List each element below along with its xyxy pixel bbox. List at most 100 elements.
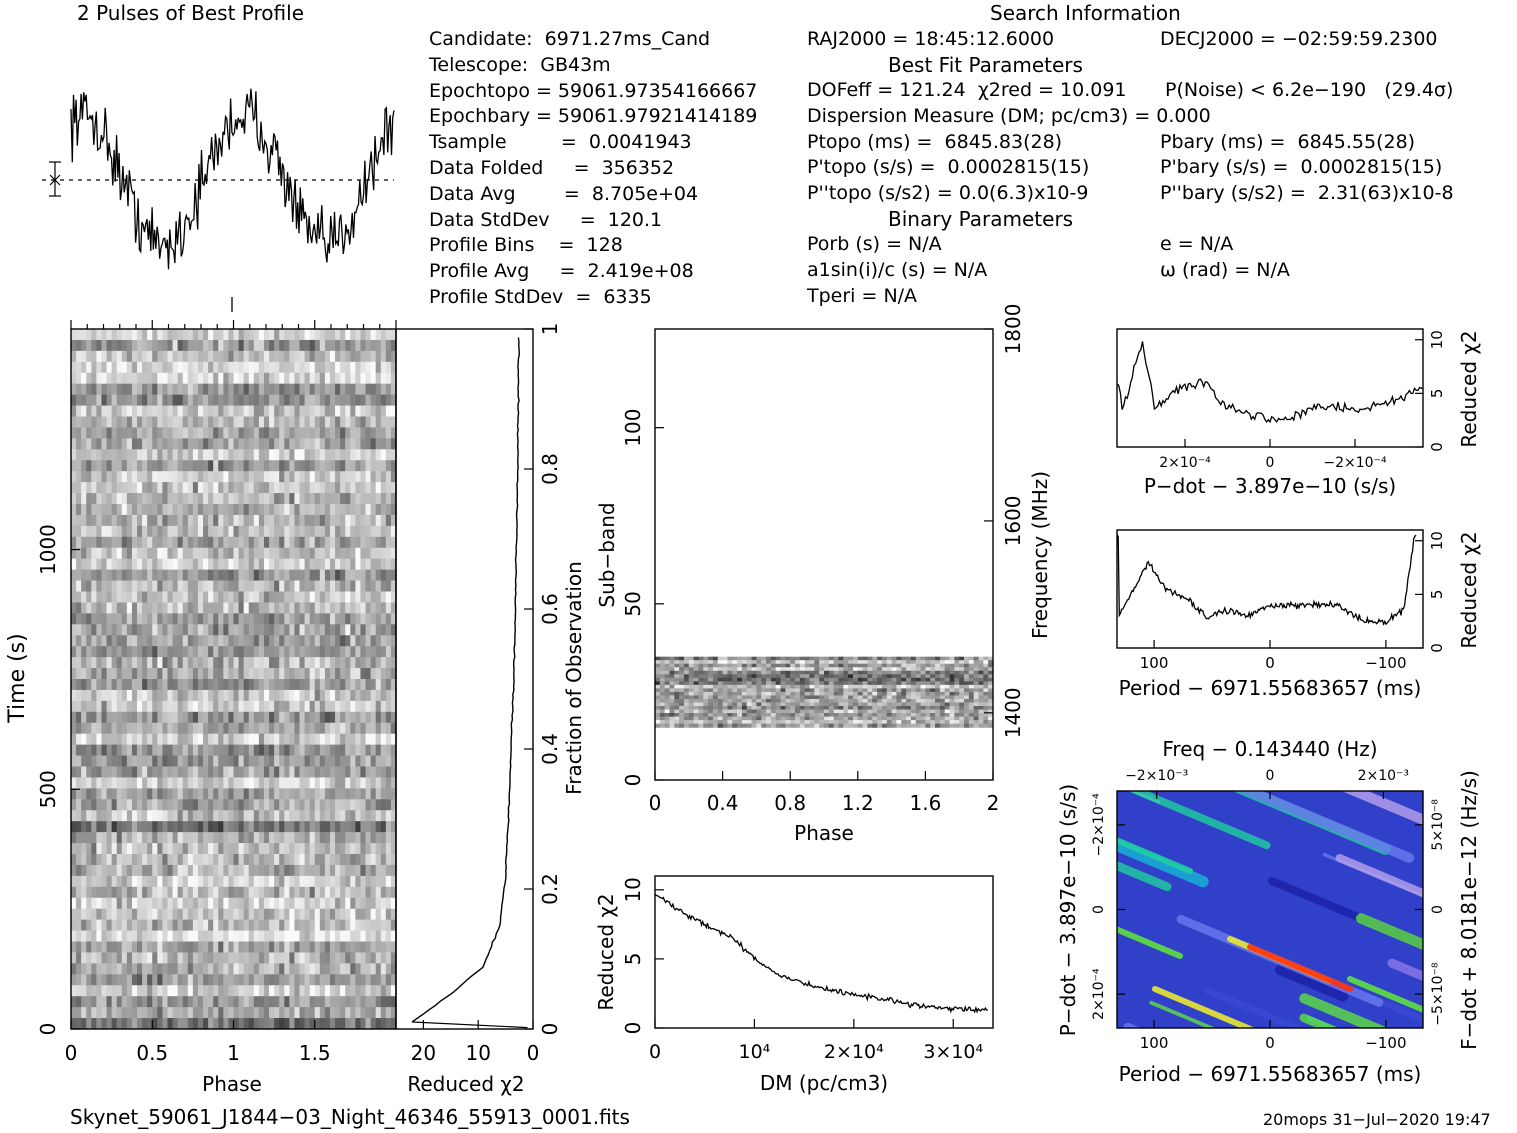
time-phase-cell: [152, 897, 158, 910]
time-phase-cell: [279, 580, 285, 593]
time-phase-cell: [355, 919, 362, 932]
time-phase-cell: [380, 733, 387, 746]
time-phase-cell: [294, 350, 301, 363]
time-phase-cell: [187, 908, 194, 921]
time-phase-cell: [258, 1007, 265, 1019]
time-phase-cell: [385, 777, 392, 789]
time-phase-cell: [375, 832, 382, 844]
time-phase-cell: [375, 930, 382, 943]
subband-cell: [944, 656, 951, 661]
time-phase-cell: [380, 908, 387, 921]
time-phase-cell: [228, 689, 235, 702]
time-phase-cell: [335, 744, 341, 757]
time-phase-cell: [157, 875, 164, 888]
subband-cell: [727, 674, 733, 679]
subband-cell: [669, 663, 675, 668]
time-phase-cell: [289, 700, 296, 713]
subband-cell: [674, 660, 680, 665]
time-phase-cell: [203, 963, 209, 975]
subband-cell: [824, 681, 830, 686]
time-phase-cell: [284, 482, 290, 494]
time-phase-cell: [157, 821, 164, 833]
time-phase-cell: [142, 329, 148, 341]
time-phase-cell: [365, 350, 372, 363]
time-phase-cell: [142, 952, 148, 964]
time-phase-cell: [324, 755, 331, 768]
time-phase-cell: [208, 514, 214, 527]
time-phase-cell: [258, 449, 265, 461]
time-phase-cell: [243, 689, 250, 702]
time-phase-cell: [101, 996, 108, 1008]
subband-cell: [674, 674, 680, 679]
time-phase-cell: [197, 635, 204, 647]
time-phase-cell: [116, 788, 123, 800]
time-phase-cell: [91, 405, 97, 418]
subband-cell: [683, 691, 690, 697]
time-phase-cell: [152, 788, 158, 800]
time-phase-cell: [142, 996, 148, 1008]
time-phase-cell: [192, 733, 199, 746]
time-phase-cell: [263, 613, 270, 625]
time-phase-cell: [116, 657, 123, 669]
time-phase-cell: [157, 886, 164, 899]
time-phase-cell: [223, 689, 230, 702]
time-phase-cell: [248, 361, 255, 374]
time-phase-cell: [121, 821, 128, 833]
time-phase-cell: [258, 471, 265, 483]
time-phase-cell: [162, 722, 169, 735]
time-phase-cell: [228, 383, 235, 396]
time-phase-cell: [111, 471, 118, 483]
time-phase-cell: [182, 1018, 189, 1029]
time-phase-cell: [375, 591, 382, 604]
time-phase-cell: [345, 930, 351, 943]
time-phase-cell: [340, 700, 346, 713]
time-phase-cell: [284, 908, 290, 921]
time-phase-cell: [329, 875, 336, 888]
time-phase-cell: [304, 646, 311, 658]
subband-cell: [954, 674, 960, 679]
time-phase-cell: [71, 482, 77, 494]
time-phase-cell: [263, 700, 270, 713]
time-phase-cell: [314, 875, 321, 888]
time-phase-cell: [294, 460, 301, 472]
time-phase-cell: [345, 613, 351, 625]
time-phase-cell: [142, 788, 148, 800]
time-phase-cell: [172, 394, 179, 407]
time-phase-cell: [167, 985, 174, 997]
subband-cell: [737, 660, 743, 665]
time-phase-cell: [96, 722, 103, 735]
time-phase-cell: [274, 624, 280, 636]
time-phase-cell: [360, 722, 367, 735]
subband-cell: [809, 660, 815, 665]
time-phase-cell: [208, 591, 214, 604]
time-phase-cell: [375, 700, 382, 713]
time-phase-cell: [213, 974, 219, 986]
time-phase-cell: [116, 821, 123, 833]
time-phase-cell: [126, 908, 133, 921]
time-phase-cell: [182, 919, 189, 932]
time-phase-cell: [309, 646, 316, 658]
time-phase-cell: [309, 1018, 316, 1029]
subband-cell: [732, 660, 738, 665]
time-phase-cell: [390, 733, 396, 746]
subband-cell: [746, 677, 753, 682]
time-phase-cell: [314, 383, 321, 396]
time-phase-cell: [258, 974, 265, 986]
time-phase-cell: [340, 733, 346, 746]
time-phase-cell: [319, 657, 326, 669]
time-phase-cell: [142, 449, 148, 461]
time-phase-cell: [309, 941, 316, 954]
time-phase-cell: [385, 755, 392, 768]
subband-cell: [838, 691, 844, 697]
time-phase-cell: [248, 700, 255, 713]
time-phase-cell: [294, 854, 301, 866]
time-phase-cell: [284, 744, 290, 757]
subband-cell: [785, 667, 791, 672]
subband-cell: [785, 670, 791, 675]
time-phase-cell: [81, 875, 87, 888]
time-phase-cell: [355, 635, 362, 647]
time-phase-cell: [233, 952, 240, 964]
time-phase-cell: [253, 711, 260, 724]
time-phase-cell: [223, 875, 230, 888]
time-phase-cell: [121, 897, 128, 910]
